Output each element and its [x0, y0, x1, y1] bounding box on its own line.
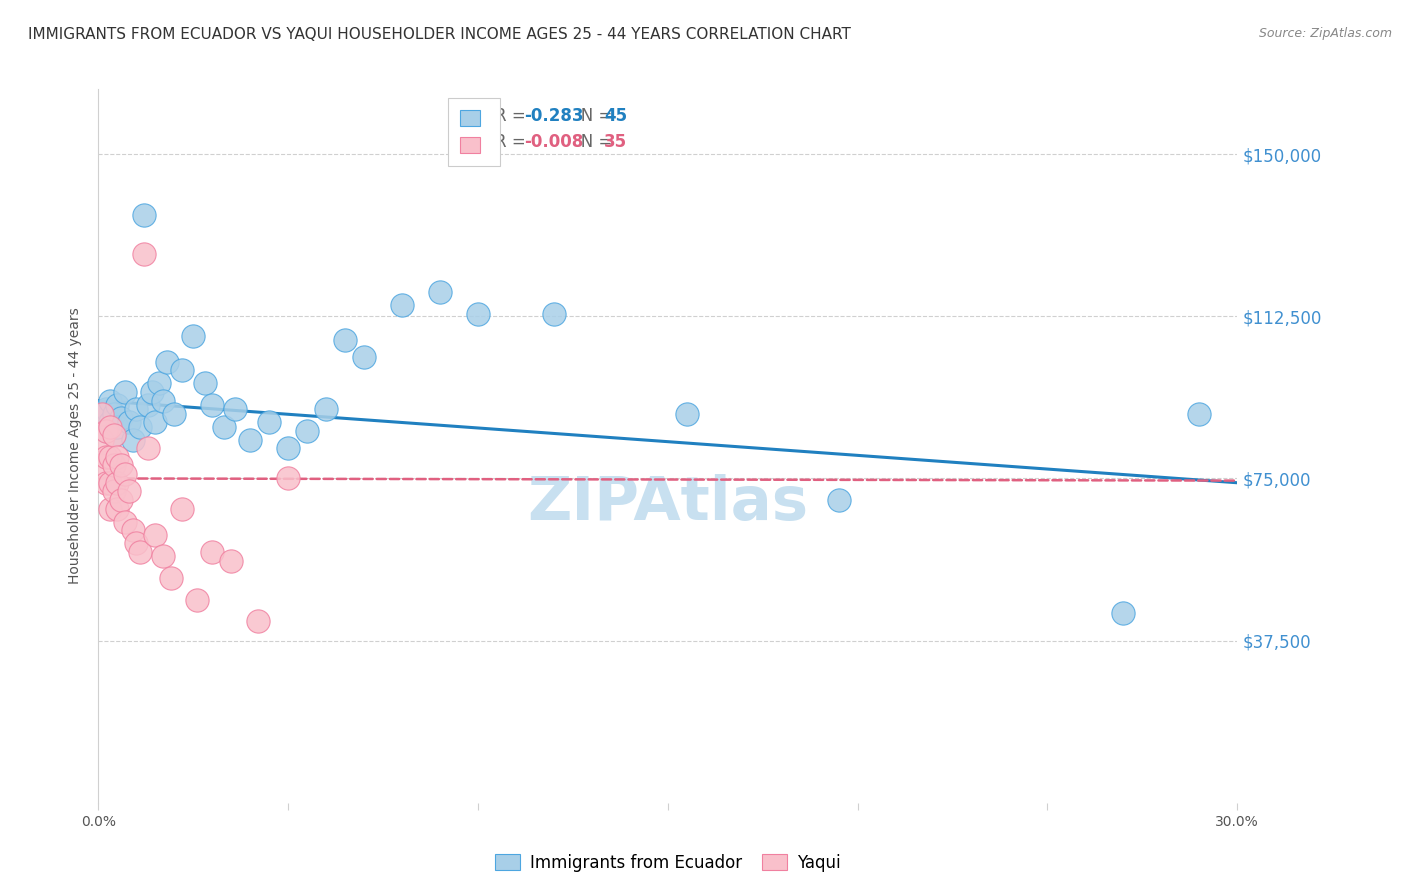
Point [91, 458, 114, 473]
Text: 35: 35 [605, 134, 627, 152]
Point [467, 307, 489, 321]
Point [114, 384, 136, 399]
Point [201, 545, 224, 559]
Text: -0.283: -0.283 [524, 107, 583, 125]
Point [132, 246, 155, 260]
Point [224, 402, 246, 417]
Point [246, 614, 269, 628]
Point [159, 571, 181, 585]
Point [315, 402, 337, 417]
Point [170, 363, 193, 377]
Point [107, 398, 129, 412]
Point [152, 393, 174, 408]
Point [125, 536, 148, 550]
Point [91, 433, 114, 447]
Text: N =: N = [565, 134, 619, 152]
Point [98, 415, 121, 429]
Point [259, 415, 281, 429]
Point [170, 501, 193, 516]
Text: R =: R = [495, 134, 530, 152]
Point [121, 524, 143, 538]
Point [118, 415, 141, 429]
Point [156, 354, 179, 368]
Point [107, 501, 129, 516]
Point [277, 441, 299, 455]
Point [110, 458, 132, 473]
Point [94, 424, 117, 438]
Point [121, 433, 143, 447]
Point [136, 398, 159, 412]
Point [103, 458, 125, 473]
Point [91, 407, 114, 421]
Point [98, 393, 121, 408]
Point [91, 419, 114, 434]
Point [201, 398, 224, 412]
Text: IMMIGRANTS FROM ECUADOR VS YAQUI HOUSEHOLDER INCOME AGES 25 - 44 YEARS CORRELATI: IMMIGRANTS FROM ECUADOR VS YAQUI HOUSEHO… [28, 27, 851, 42]
Point [110, 493, 132, 508]
Point [212, 419, 235, 434]
Text: ZIPAtlas: ZIPAtlas [527, 474, 808, 533]
Point [98, 501, 121, 516]
Point [145, 415, 167, 429]
Point [1188, 407, 1211, 421]
Text: N =: N = [565, 107, 619, 125]
Point [107, 419, 129, 434]
Point [129, 545, 152, 559]
Point [114, 515, 136, 529]
Point [125, 402, 148, 417]
Point [148, 376, 170, 391]
Point [103, 428, 125, 442]
Point [132, 208, 155, 222]
Point [94, 402, 117, 417]
Point [107, 475, 129, 490]
Point [828, 493, 851, 508]
Point [103, 407, 125, 421]
Text: 45: 45 [605, 107, 627, 125]
Point [221, 553, 243, 567]
Point [277, 471, 299, 485]
Point [94, 450, 117, 464]
Point [114, 467, 136, 482]
Point [145, 527, 167, 541]
Point [297, 424, 319, 438]
Point [94, 475, 117, 490]
Point [1112, 606, 1135, 620]
Point [129, 419, 152, 434]
Point [118, 484, 141, 499]
Text: R =: R = [495, 107, 530, 125]
Point [136, 441, 159, 455]
Point [107, 450, 129, 464]
Point [141, 384, 163, 399]
Point [110, 410, 132, 425]
Y-axis label: Householder Income Ages 25 - 44 years: Householder Income Ages 25 - 44 years [69, 308, 83, 584]
Point [103, 484, 125, 499]
Point [676, 407, 699, 421]
Text: Source: ZipAtlas.com: Source: ZipAtlas.com [1258, 27, 1392, 40]
Point [98, 419, 121, 434]
Point [391, 298, 413, 312]
Point [91, 407, 114, 421]
Point [98, 475, 121, 490]
Point [98, 450, 121, 464]
Text: -0.008: -0.008 [524, 134, 583, 152]
Point [183, 328, 205, 343]
Point [239, 433, 262, 447]
Point [94, 424, 117, 438]
Point [152, 549, 174, 564]
Point [335, 333, 357, 347]
Point [163, 407, 186, 421]
Point [429, 285, 451, 300]
Legend: Immigrants from Ecuador, Yaqui: Immigrants from Ecuador, Yaqui [486, 846, 849, 880]
Point [103, 428, 125, 442]
Point [186, 592, 208, 607]
Point [194, 376, 217, 391]
Point [543, 307, 565, 321]
Point [353, 351, 375, 365]
